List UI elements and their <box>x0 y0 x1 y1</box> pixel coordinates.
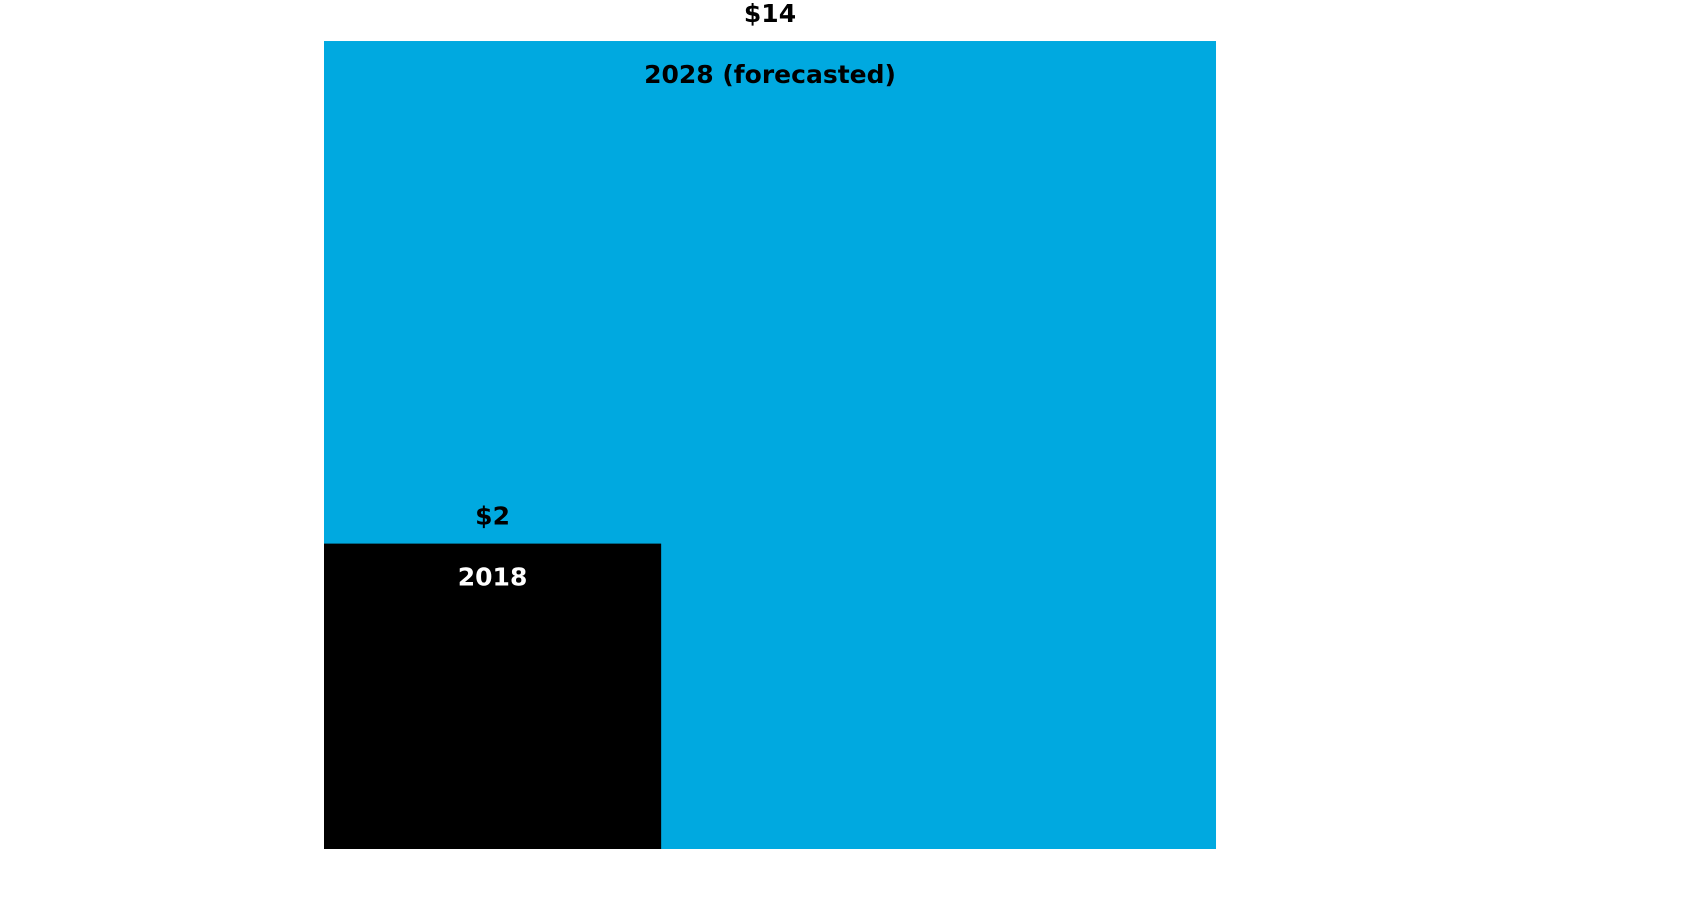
category-label: 2028 (forecasted) <box>644 60 896 89</box>
value-label: $2 <box>475 502 510 531</box>
area-box <box>324 543 662 849</box>
value-label: $14 <box>744 0 796 28</box>
category-label: 2018 <box>458 563 528 592</box>
